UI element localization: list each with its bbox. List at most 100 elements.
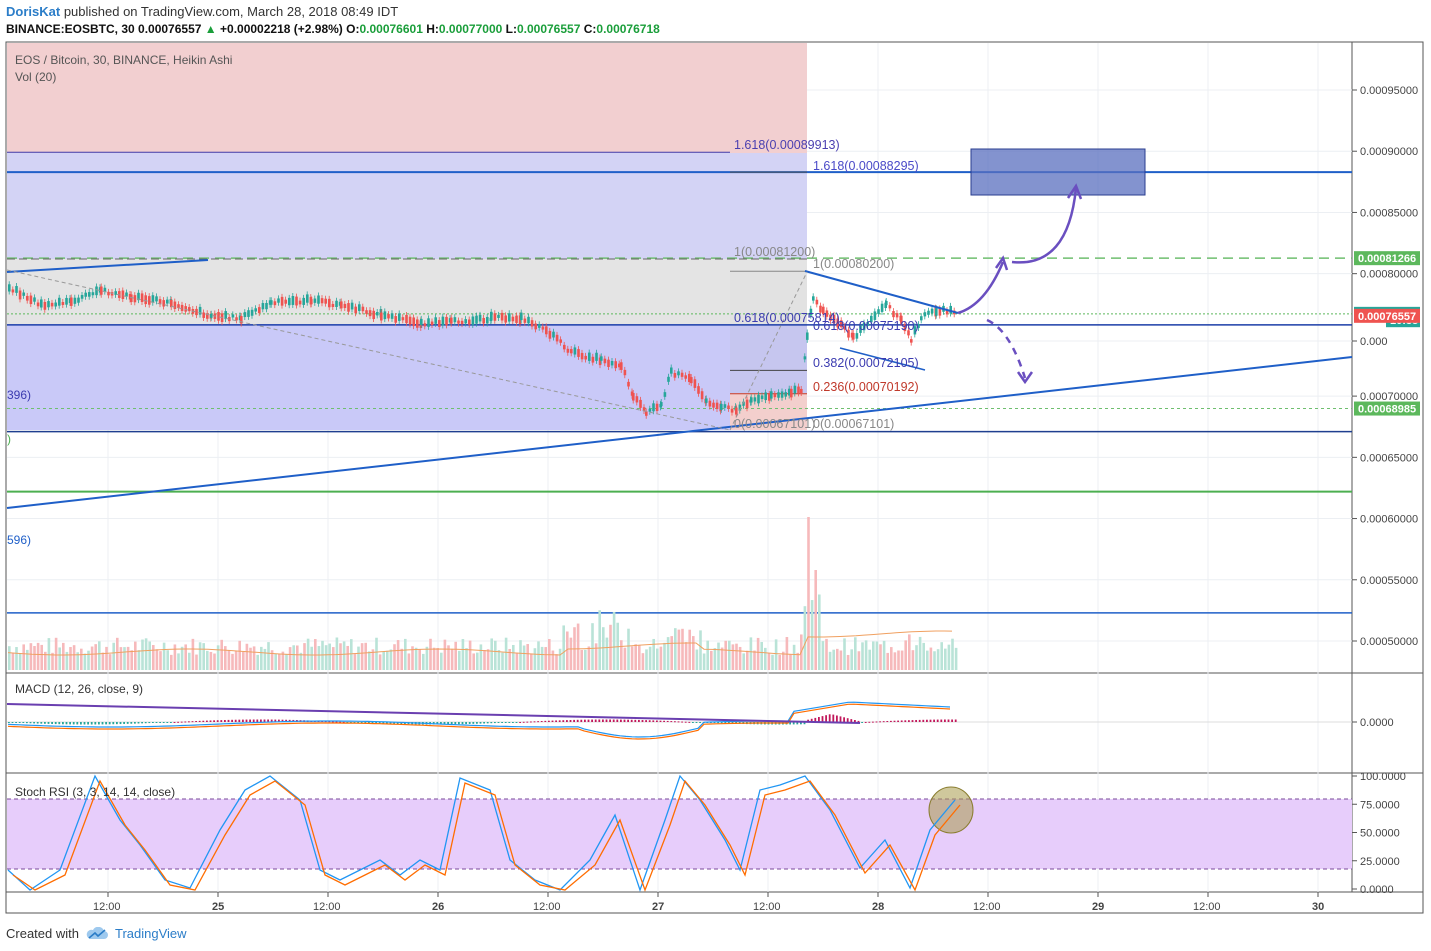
candle-body xyxy=(18,290,22,300)
macd-histogram-bar xyxy=(483,722,485,724)
candle-body xyxy=(148,296,151,305)
macd-histogram-bar xyxy=(699,722,701,723)
author-link[interactable]: DorisKat xyxy=(6,4,61,19)
macd-histogram-bar xyxy=(688,721,691,723)
macd-histogram-bar xyxy=(15,722,17,723)
volume-bar xyxy=(422,653,425,670)
volume-bar xyxy=(328,643,331,670)
macd-histogram-bar xyxy=(245,719,248,722)
volume-bar xyxy=(519,640,522,670)
fib-zone-lavender xyxy=(7,153,807,259)
volume-bar xyxy=(252,646,256,670)
macd-histogram-bar xyxy=(562,720,565,722)
macd-histogram-bar xyxy=(954,719,957,722)
macd-histogram-bar xyxy=(825,715,827,722)
macd-histogram-bar xyxy=(8,722,10,723)
volume-bar xyxy=(29,643,33,670)
candle-body xyxy=(306,294,309,303)
macd-axis-label: 0.0000 xyxy=(1360,717,1394,729)
candle-body xyxy=(712,402,715,408)
volume-label: Vol (20) xyxy=(15,70,56,84)
volume-bar xyxy=(382,651,385,670)
candle-body xyxy=(797,386,800,394)
price-tick-label: 0.00090000 xyxy=(1360,146,1418,158)
volume-bar xyxy=(18,653,22,670)
descending-trendline xyxy=(804,270,959,314)
volume-bar xyxy=(677,629,681,670)
macd-histogram-bar xyxy=(224,719,226,722)
volume-bar xyxy=(908,634,911,670)
candle-body xyxy=(114,291,117,295)
candle-body xyxy=(277,298,280,303)
candle-body xyxy=(770,391,773,399)
volume-bar xyxy=(641,653,645,670)
volume-bar xyxy=(242,652,245,670)
candle-body xyxy=(555,334,559,342)
macd-histogram-bar xyxy=(497,722,500,723)
candle-body xyxy=(416,319,419,328)
candle-body xyxy=(723,404,727,408)
volume-bar xyxy=(663,642,666,670)
candle-body xyxy=(862,322,866,331)
candle-body xyxy=(365,310,368,314)
volume-bar xyxy=(411,646,414,670)
candle-body xyxy=(340,301,343,309)
candle-body xyxy=(390,313,394,319)
candle-body xyxy=(350,302,354,310)
candle-body xyxy=(401,317,405,321)
main-pane-title: EOS / Bitcoin, 30, BINANCE, Heikin Ashi xyxy=(15,53,232,67)
macd-histogram-bar xyxy=(634,719,637,722)
stoch-title: Stoch RSI (3, 3, 14, 14, close) xyxy=(15,785,175,799)
volume-bar xyxy=(371,649,375,670)
macd-histogram-bar xyxy=(177,721,179,723)
candle-body xyxy=(65,297,68,305)
volume-bar xyxy=(731,644,735,670)
left-cut-label-1: 396) xyxy=(7,388,31,402)
candle-body xyxy=(885,300,888,306)
volume-bar xyxy=(562,625,565,670)
volume-bar xyxy=(126,646,130,670)
macd-histogram-bar xyxy=(922,719,925,722)
macd-histogram-bar xyxy=(555,720,557,722)
candle-body xyxy=(768,394,771,401)
volume-bar xyxy=(695,649,699,670)
tradingview-link[interactable]: TradingView xyxy=(114,926,187,941)
candle-body xyxy=(166,299,169,304)
macd-histogram-bar xyxy=(26,722,28,724)
macd-histogram-bar xyxy=(440,722,442,725)
candle-body xyxy=(408,316,412,325)
volume-bar xyxy=(458,650,461,670)
candle-body xyxy=(231,314,235,318)
volume-bar xyxy=(173,644,177,670)
candle-body xyxy=(870,315,873,323)
volume-bar xyxy=(724,640,727,670)
volume-bar xyxy=(497,650,501,670)
candle-body xyxy=(471,316,475,325)
arrow-up-head-1 xyxy=(994,255,1009,271)
macd-histogram-bar xyxy=(828,714,831,722)
candle-body xyxy=(291,296,295,305)
macd-histogram-bar xyxy=(350,722,352,723)
candle-body xyxy=(460,320,464,325)
fib-left-label-0: 0(0.00067101) xyxy=(734,417,815,431)
macd-histogram-bar xyxy=(285,719,287,722)
price-tick-label: 0.00060000 xyxy=(1360,514,1418,526)
candle-body xyxy=(570,349,573,354)
volume-bar xyxy=(231,653,234,670)
volume-bar xyxy=(54,637,58,670)
stoch-axis-label: 100.0000 xyxy=(1360,771,1406,783)
macd-histogram-bar xyxy=(11,722,14,723)
candle-body xyxy=(412,317,415,327)
macd-histogram-bar xyxy=(558,720,561,722)
macd-histogram-bar xyxy=(83,722,86,725)
volume-bar xyxy=(58,647,61,670)
candle-body xyxy=(806,332,809,340)
volume-bar xyxy=(710,650,713,670)
candle-body xyxy=(354,306,357,314)
macd-histogram-bar xyxy=(951,719,953,722)
macd-histogram-bar xyxy=(65,722,68,725)
diagonal-dashed-right xyxy=(729,271,808,431)
macd-histogram-bar xyxy=(594,719,597,722)
macd-histogram-bar xyxy=(652,720,655,722)
